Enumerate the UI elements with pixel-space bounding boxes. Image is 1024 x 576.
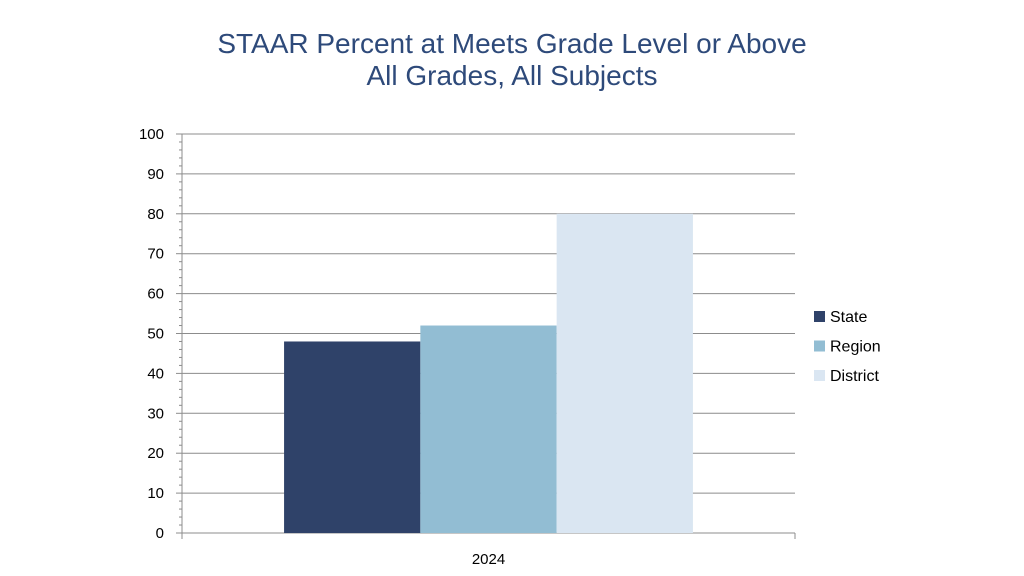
chart-title-block: STAAR Percent at Meets Grade Level or Ab… <box>0 28 1024 92</box>
tick-labels: 0 10 20 30 40 50 60 70 80 90 100 2024 <box>139 126 505 568</box>
x-tick-label: 2024 <box>472 551 505 568</box>
bars <box>284 213 693 534</box>
legend-swatch-state <box>814 311 825 322</box>
y-tick-label: 90 <box>147 166 164 183</box>
legend-label-district: District <box>830 368 879 385</box>
legend-label-region: Region <box>830 339 881 356</box>
legend-label-state: State <box>830 309 867 326</box>
y-tick-label: 0 <box>156 525 164 542</box>
y-tick-label: 10 <box>147 485 164 502</box>
y-tick-label: 50 <box>147 326 164 343</box>
y-tick-label: 20 <box>147 445 164 462</box>
legend: State Region District <box>814 309 881 385</box>
bar-region-2024 <box>420 325 557 533</box>
chart-subtitle: All Grades, All Subjects <box>366 60 658 91</box>
y-tick-label: 40 <box>147 365 164 382</box>
bar-state-2024 <box>284 341 421 533</box>
y-tick-label: 80 <box>147 206 164 223</box>
y-tick-label: 60 <box>147 286 164 303</box>
bar-district-2024 <box>556 213 693 534</box>
y-tick-label: 70 <box>147 246 164 263</box>
chart-title: STAAR Percent at Meets Grade Level or Ab… <box>217 28 807 59</box>
y-tick-label: 100 <box>139 126 164 143</box>
legend-swatch-district <box>814 370 825 381</box>
y-tick-label: 30 <box>147 405 164 422</box>
legend-swatch-region <box>814 340 825 352</box>
